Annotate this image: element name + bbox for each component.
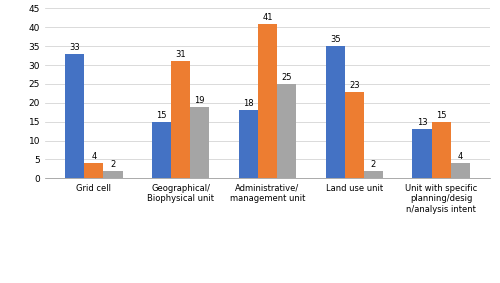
Bar xyxy=(258,23,277,178)
Bar xyxy=(326,46,345,178)
Text: 31: 31 xyxy=(176,50,186,59)
Text: 18: 18 xyxy=(243,100,254,108)
Text: 2: 2 xyxy=(110,160,116,169)
Bar xyxy=(450,163,470,178)
Bar xyxy=(364,171,383,178)
Bar xyxy=(412,129,432,178)
Bar xyxy=(104,171,122,178)
Bar xyxy=(190,107,210,178)
Text: 2: 2 xyxy=(371,160,376,169)
Text: 15: 15 xyxy=(436,111,446,120)
Text: 4: 4 xyxy=(458,152,463,161)
Bar xyxy=(345,91,364,178)
Bar xyxy=(84,163,103,178)
Bar xyxy=(152,122,171,178)
Bar xyxy=(277,84,296,178)
Text: 25: 25 xyxy=(282,73,292,82)
Text: 19: 19 xyxy=(194,96,205,105)
Text: 41: 41 xyxy=(262,13,273,22)
Bar xyxy=(239,110,258,178)
Text: 23: 23 xyxy=(349,81,360,90)
Text: 35: 35 xyxy=(330,35,340,44)
Text: 4: 4 xyxy=(92,152,96,161)
Bar xyxy=(65,54,84,178)
Text: 15: 15 xyxy=(156,111,167,120)
Text: 13: 13 xyxy=(416,118,428,127)
Bar xyxy=(432,122,450,178)
Text: 33: 33 xyxy=(70,43,80,52)
Bar xyxy=(171,61,190,178)
